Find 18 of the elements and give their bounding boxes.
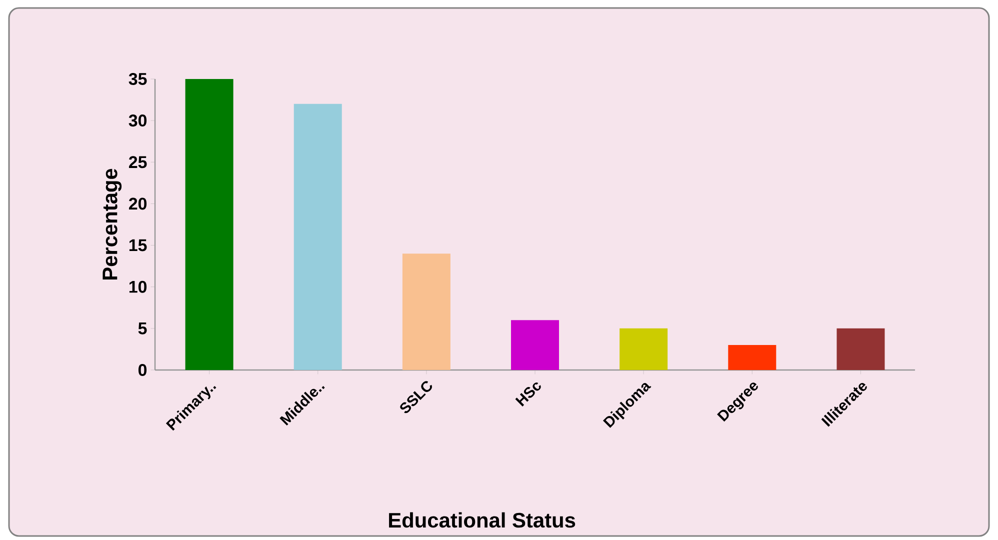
bar [294, 104, 342, 370]
x-axis-title: Educational Status [389, 512, 576, 528]
y-tick-label: 5 [138, 322, 147, 334]
bar [620, 328, 668, 370]
y-tick-label: 10 [129, 280, 147, 293]
y-axis-title: Percentage [102, 168, 122, 280]
y-tick-label: 30 [128, 114, 147, 127]
y-tick-label: 25 [128, 156, 147, 168]
bar [511, 320, 560, 370]
y-tick-label: 20 [128, 198, 147, 210]
y-tick-label: 15 [129, 239, 147, 252]
y-tick-label: 35 [128, 72, 147, 85]
bar [402, 254, 450, 370]
bar [728, 345, 776, 370]
x-tick-label: HSc [515, 382, 541, 406]
bar [836, 328, 885, 370]
y-tick-label: 0 [138, 364, 147, 376]
bar [185, 78, 234, 370]
